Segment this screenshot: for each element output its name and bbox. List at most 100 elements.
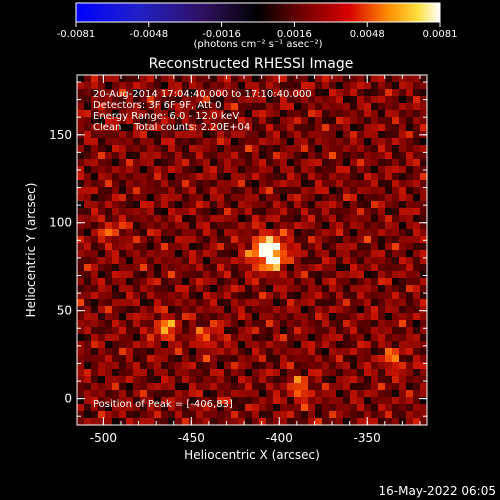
heatmap-cell bbox=[245, 96, 253, 104]
heatmap-cell bbox=[294, 278, 302, 286]
heatmap-cell bbox=[378, 355, 386, 363]
heatmap-cell bbox=[147, 208, 155, 216]
heatmap-cell bbox=[329, 376, 337, 384]
heatmap-cell bbox=[168, 117, 176, 125]
heatmap-cell bbox=[224, 362, 232, 370]
heatmap-cell bbox=[182, 362, 190, 370]
heatmap-cell bbox=[350, 348, 358, 356]
heatmap-cell bbox=[168, 145, 176, 153]
heatmap-cell bbox=[357, 173, 365, 181]
heatmap-cell bbox=[112, 369, 120, 377]
heatmap-cell bbox=[91, 152, 99, 160]
heatmap-cell bbox=[350, 320, 358, 328]
heatmap-cell bbox=[357, 299, 365, 307]
heatmap-cell bbox=[378, 327, 386, 335]
heatmap-cell bbox=[273, 159, 281, 167]
heatmap-cell bbox=[224, 75, 232, 83]
heatmap-cell bbox=[217, 334, 225, 342]
heatmap-cell bbox=[182, 152, 190, 160]
heatmap-cell bbox=[392, 285, 400, 293]
heatmap-cell bbox=[280, 278, 288, 286]
heatmap-cell bbox=[294, 320, 302, 328]
heatmap-cell bbox=[91, 201, 99, 209]
heatmap-cell bbox=[343, 152, 351, 160]
heatmap-cell bbox=[322, 110, 330, 118]
heatmap-cell bbox=[392, 292, 400, 300]
heatmap-cell bbox=[273, 292, 281, 300]
heatmap-cell bbox=[266, 187, 274, 195]
heatmap-cell bbox=[112, 75, 120, 83]
heatmap-cell bbox=[245, 397, 253, 405]
heatmap-cell bbox=[273, 131, 281, 139]
heatmap-cell bbox=[315, 306, 323, 314]
heatmap-cell bbox=[252, 103, 260, 111]
heatmap-cell bbox=[175, 320, 183, 328]
heatmap-cell bbox=[196, 215, 204, 223]
y-tick-label: 0 bbox=[64, 392, 72, 406]
heatmap-cell bbox=[154, 89, 162, 97]
heatmap-cell bbox=[147, 215, 155, 223]
heatmap-cell bbox=[315, 187, 323, 195]
heatmap-cell bbox=[112, 117, 120, 125]
heatmap-cell bbox=[364, 257, 372, 265]
heatmap-cell bbox=[378, 264, 386, 272]
heatmap-cell bbox=[77, 180, 85, 188]
heatmap-cell bbox=[238, 89, 246, 97]
heatmap-cell bbox=[182, 145, 190, 153]
heatmap-cell bbox=[98, 285, 106, 293]
heatmap-cell bbox=[413, 369, 421, 377]
heatmap-cell bbox=[168, 313, 176, 321]
heatmap-cell bbox=[259, 285, 267, 293]
heatmap-cell bbox=[357, 292, 365, 300]
heatmap-cell bbox=[91, 271, 99, 279]
heatmap-cell bbox=[210, 390, 218, 398]
heatmap-cell bbox=[336, 222, 344, 230]
heatmap-cell bbox=[203, 166, 211, 174]
heatmap-cell bbox=[133, 404, 141, 412]
heatmap-cell bbox=[245, 131, 253, 139]
heatmap-cell bbox=[259, 131, 267, 139]
heatmap-cell bbox=[126, 138, 134, 146]
heatmap-cell bbox=[413, 250, 421, 258]
heatmap-cell bbox=[350, 306, 358, 314]
heatmap-cell bbox=[112, 362, 120, 370]
heatmap-cell bbox=[371, 383, 379, 391]
heatmap-cell bbox=[392, 313, 400, 321]
heatmap-cell bbox=[77, 320, 85, 328]
heatmap-cell bbox=[224, 110, 232, 118]
heatmap-cell bbox=[385, 390, 393, 398]
heatmap-cell bbox=[280, 334, 288, 342]
heatmap-cell bbox=[189, 75, 197, 83]
heatmap-cell bbox=[77, 285, 85, 293]
heatmap-cell bbox=[336, 397, 344, 405]
heatmap-cell bbox=[119, 75, 127, 83]
heatmap-cell bbox=[357, 320, 365, 328]
heatmap-cell bbox=[378, 229, 386, 237]
heatmap-cell bbox=[154, 96, 162, 104]
heatmap-cell bbox=[357, 278, 365, 286]
heatmap-cell bbox=[259, 341, 267, 349]
heatmap-cell bbox=[217, 243, 225, 251]
heatmap-cell bbox=[168, 292, 176, 300]
heatmap-cell bbox=[399, 320, 407, 328]
heatmap-cell bbox=[413, 138, 421, 146]
heatmap-cell bbox=[252, 278, 260, 286]
heatmap-cell bbox=[287, 89, 295, 97]
heatmap-cell bbox=[287, 299, 295, 307]
heatmap-cell bbox=[217, 264, 225, 272]
heatmap-cell bbox=[154, 173, 162, 181]
heatmap-cell bbox=[308, 250, 316, 258]
heatmap-cell bbox=[294, 166, 302, 174]
heatmap-cell bbox=[287, 152, 295, 160]
heatmap-cell bbox=[273, 152, 281, 160]
heatmap-cell bbox=[161, 418, 169, 425]
heatmap-cell bbox=[399, 271, 407, 279]
heatmap-cell bbox=[231, 390, 239, 398]
heatmap-cell bbox=[308, 243, 316, 251]
heatmap-cell bbox=[245, 404, 253, 412]
heatmap-cell bbox=[217, 376, 225, 384]
heatmap-cell bbox=[154, 236, 162, 244]
heatmap-cell bbox=[343, 390, 351, 398]
heatmap-cell bbox=[245, 194, 253, 202]
heatmap-cell bbox=[154, 257, 162, 265]
